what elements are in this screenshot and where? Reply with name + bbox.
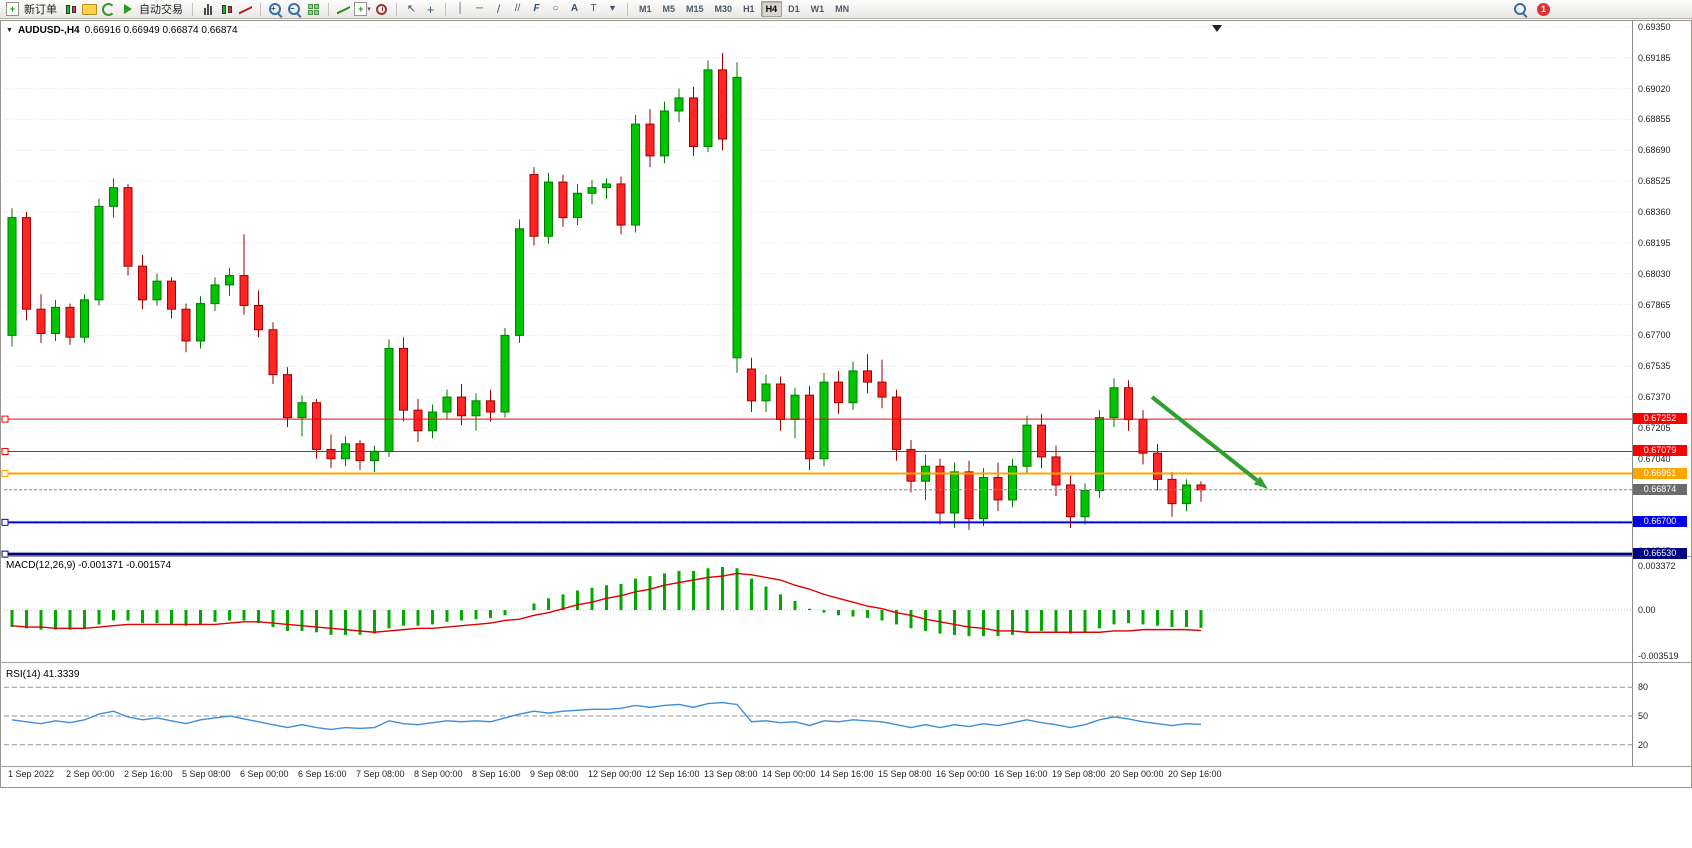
chart-canvas[interactable] — [0, 0, 1692, 788]
timeframe-d1-button[interactable]: D1 — [788, 4, 800, 14]
refresh-icon — [102, 2, 115, 16]
notification-badge[interactable]: 1 — [1537, 2, 1550, 16]
tile-windows-icon — [308, 3, 319, 15]
bar-chart-icon — [203, 3, 212, 15]
horizontal-line-button[interactable]: ─ — [471, 1, 488, 18]
cursor-button[interactable]: ↖ — [403, 1, 420, 18]
timeframe-m30-button[interactable]: M30 — [714, 4, 733, 14]
symbol-period-label: AUDUSD-,H4 — [17, 25, 80, 36]
timeframe-m1-button[interactable]: M1 — [639, 4, 652, 14]
horizontal-line-icon: ─ — [475, 3, 484, 14]
pane-separator-time-axis — [1, 766, 1691, 767]
new-order-button[interactable]: + — [4, 1, 21, 18]
candle-chart-icon — [221, 3, 232, 15]
chart-window-icon — [65, 3, 76, 15]
search-icon — [1513, 2, 1528, 18]
candle-chart-button[interactable] — [218, 1, 235, 18]
chart-window-button[interactable] — [62, 1, 79, 18]
periods-button[interactable] — [373, 1, 390, 18]
new-order-label[interactable]: 新订单 — [24, 4, 57, 16]
macd-label: MACD(12,26,9) -0.001371 -0.001574 — [6, 560, 172, 571]
trendline-button[interactable]: / — [490, 1, 507, 18]
channel-icon: // — [514, 3, 521, 14]
crosshair-icon: + — [426, 1, 435, 17]
autotrading-button[interactable] — [119, 1, 136, 18]
vertical-line-icon: │ — [457, 3, 464, 14]
add-indicator-button[interactable]: + ▾ — [354, 1, 371, 18]
toolbar-right-group: 1 — [1512, 1, 1550, 18]
zoom-out-button[interactable]: − — [286, 1, 303, 18]
refresh-button[interactable] — [100, 1, 117, 18]
toolbar-separator — [192, 2, 193, 16]
text-button[interactable]: A — [566, 1, 583, 18]
timeframe-group: M1 M5 M15 M30 H1 H4 D1 W1 MN — [634, 1, 854, 17]
arrows-dropdown-icon: ▾ — [609, 3, 616, 14]
toolbar: + 新订单 自动交易 + − + ▾ ↖ + │ ─ / — [0, 0, 1692, 19]
timeframe-w1-button[interactable]: W1 — [810, 4, 825, 14]
line-chart-button[interactable] — [237, 1, 254, 18]
add-indicator-icon: + — [354, 2, 368, 16]
toolbar-separator — [627, 2, 628, 16]
timeframe-h1-button[interactable]: H1 — [743, 4, 755, 14]
line-chart-icon — [239, 4, 252, 15]
text-label-button[interactable]: T — [585, 1, 602, 18]
toolbar-separator — [445, 2, 446, 16]
cursor-icon: ↖ — [406, 2, 417, 15]
toolbar-separator — [396, 2, 397, 16]
text-icon: A — [570, 3, 579, 14]
search-button[interactable] — [1512, 1, 1529, 18]
text-label-icon: T — [590, 3, 597, 14]
zoom-in-button[interactable]: + — [267, 1, 284, 18]
dropdown-icon: ▾ — [367, 5, 371, 13]
toolbar-separator — [260, 2, 261, 16]
chart-window[interactable] — [0, 20, 1692, 788]
timeframe-m15-button[interactable]: M15 — [686, 4, 704, 14]
indicators-button[interactable] — [335, 1, 352, 18]
zoom-out-icon: − — [287, 2, 302, 18]
tile-windows-button[interactable] — [305, 1, 322, 18]
pane-separator-main-macd[interactable] — [1, 556, 1691, 557]
pane-separator-macd-rsi[interactable] — [1, 662, 1691, 663]
autotrading-label[interactable]: 自动交易 — [139, 4, 183, 16]
clock-icon — [376, 3, 387, 15]
new-order-icon: + — [6, 2, 19, 16]
zoom-in-icon: + — [268, 2, 283, 18]
trendline-icon: / — [496, 2, 501, 16]
indicators-icon — [337, 4, 350, 15]
ellipse-icon: ○ — [552, 3, 559, 14]
chart-title: ▼ AUDUSD-,H4 0.66916 0.66949 0.66874 0.6… — [6, 25, 238, 36]
arrows-button[interactable]: ▾ — [604, 1, 621, 18]
toolbar-separator — [328, 2, 329, 16]
channel-button[interactable]: // — [509, 1, 526, 18]
timeframe-mn-button[interactable]: MN — [835, 4, 850, 14]
fibonacci-icon: F — [533, 3, 540, 14]
plus-glyph: + — [9, 3, 16, 14]
timeframe-m5-button[interactable]: M5 — [662, 4, 676, 14]
autotrading-icon — [123, 4, 132, 14]
collapse-icon[interactable]: ▼ — [6, 27, 13, 34]
bar-chart-button[interactable] — [199, 1, 216, 18]
fibonacci-button[interactable]: F — [528, 1, 545, 18]
shapes-button[interactable]: ○ — [547, 1, 564, 18]
vertical-line-button[interactable]: │ — [452, 1, 469, 18]
rsi-label: RSI(14) 41.3339 — [6, 669, 80, 680]
ohlc-values: 0.66916 0.66949 0.66874 0.66874 — [84, 25, 238, 36]
timeframe-h4-button[interactable]: H4 — [760, 1, 783, 17]
profiles-button[interactable] — [81, 1, 98, 18]
crosshair-button[interactable]: + — [422, 1, 439, 18]
profiles-icon — [82, 3, 97, 15]
price-scale-separator — [1632, 21, 1633, 766]
